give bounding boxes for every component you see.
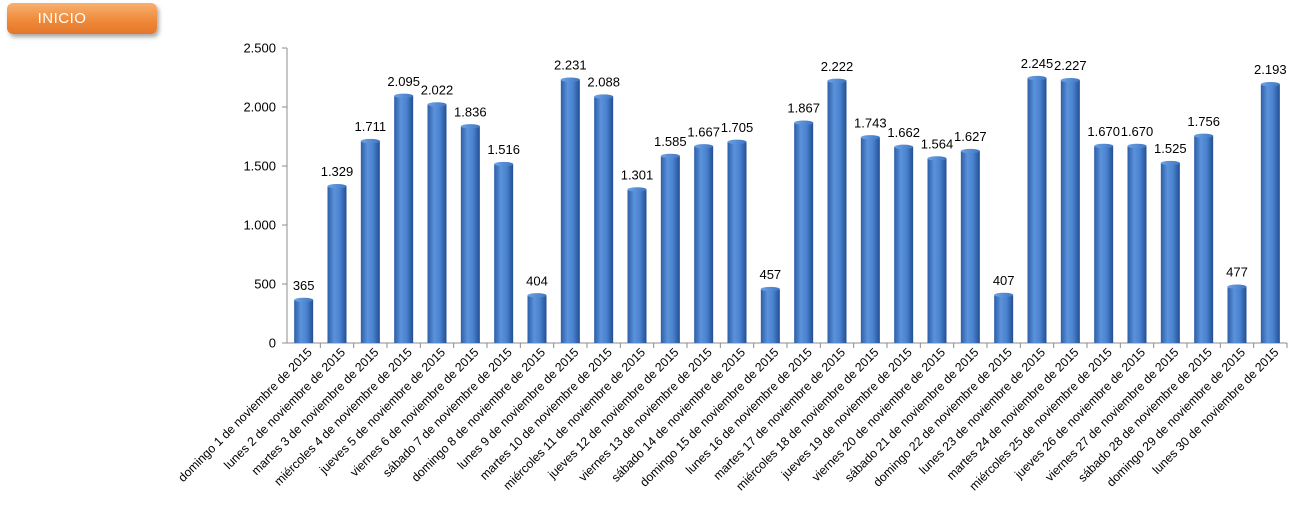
data-label: 1.756 — [1187, 114, 1220, 129]
data-label: 2.193 — [1254, 62, 1287, 77]
bar-top — [1194, 133, 1214, 138]
y-tick-label: 1.000 — [243, 218, 276, 233]
data-label: 1.670 — [1087, 124, 1120, 139]
data-label: 477 — [1226, 265, 1248, 280]
data-label: 2.095 — [387, 74, 420, 89]
bar — [660, 155, 680, 343]
bar-top — [560, 77, 580, 82]
bar — [1127, 145, 1147, 343]
bar — [1227, 286, 1247, 343]
bar-top — [460, 124, 480, 129]
data-label: 2.245 — [1021, 56, 1054, 71]
bar-top — [960, 148, 980, 154]
data-label: 2.231 — [554, 58, 587, 73]
data-label: 1.662 — [887, 125, 920, 140]
data-label: 2.227 — [1054, 58, 1087, 73]
bar — [1260, 84, 1280, 343]
bar — [794, 122, 814, 343]
y-tick-label: 500 — [254, 277, 276, 292]
data-label: 1.667 — [687, 124, 720, 139]
bar-top — [527, 293, 547, 298]
bar-top — [327, 183, 347, 189]
data-label: 1.867 — [787, 101, 820, 116]
data-label: 1.705 — [721, 120, 754, 135]
bar — [1194, 135, 1214, 343]
bar — [560, 79, 580, 343]
bar-top — [1160, 160, 1180, 166]
inicio-button[interactable]: INICIO — [7, 3, 157, 34]
data-label: 1.627 — [954, 129, 987, 144]
bar — [827, 80, 847, 343]
bar — [394, 95, 414, 343]
bar-top — [1127, 143, 1147, 149]
y-tick-label: 1.500 — [243, 159, 276, 174]
bar-top — [494, 161, 514, 167]
data-label: 1.585 — [654, 134, 687, 149]
bar-top — [1027, 75, 1047, 81]
bar-top — [927, 156, 947, 161]
data-label: 2.088 — [587, 75, 620, 90]
bar-top — [427, 102, 447, 107]
bar-top — [994, 292, 1014, 298]
bar-top — [760, 286, 780, 292]
inicio-button-label: INICIO — [37, 10, 87, 27]
data-label: 1.836 — [454, 104, 487, 119]
data-label: 1.525 — [1154, 141, 1187, 156]
bar-top — [894, 144, 914, 150]
bar-top — [727, 139, 747, 145]
data-label: 2.222 — [821, 59, 854, 74]
bar — [760, 289, 780, 343]
bar — [1160, 163, 1180, 343]
bar — [460, 126, 480, 344]
bar — [927, 158, 947, 343]
data-label: 1.743 — [854, 115, 887, 130]
bar-top — [627, 187, 647, 192]
bar-top — [1094, 143, 1114, 149]
data-label: 1.711 — [355, 119, 387, 134]
bar-top — [360, 138, 380, 144]
bar-top — [694, 144, 714, 149]
bar-top — [594, 94, 614, 99]
y-tick-label: 0 — [269, 336, 276, 351]
bar — [627, 189, 647, 343]
bar — [360, 141, 380, 343]
bar — [1060, 80, 1080, 344]
data-label: 1.670 — [1121, 124, 1154, 139]
bar — [1094, 145, 1114, 343]
bar — [1027, 78, 1047, 343]
bar — [860, 137, 880, 343]
bar — [994, 294, 1014, 343]
data-label: 1.516 — [487, 142, 520, 157]
bar — [960, 151, 980, 343]
bar — [727, 141, 747, 343]
bar-top — [294, 297, 314, 303]
y-tick-label: 2.000 — [243, 100, 276, 115]
bar-top — [1227, 284, 1247, 289]
bar-top — [860, 135, 880, 140]
data-label: 1.564 — [921, 136, 954, 151]
bar — [427, 104, 447, 344]
bar — [594, 96, 614, 343]
data-label: 365 — [293, 278, 315, 293]
bar-top — [394, 93, 414, 98]
bar — [494, 164, 514, 343]
data-label: 407 — [993, 273, 1015, 288]
data-label: 2.022 — [421, 82, 454, 97]
data-label: 1.329 — [321, 164, 354, 179]
bar-top — [794, 120, 814, 125]
data-label: 1.301 — [621, 167, 654, 182]
bar-top — [1060, 78, 1080, 83]
data-label: 457 — [759, 267, 781, 282]
bar — [327, 186, 347, 343]
y-tick-label: 2.500 — [243, 41, 276, 56]
bar — [894, 146, 914, 343]
bar — [294, 299, 314, 343]
bar — [694, 146, 714, 343]
bar-top — [1260, 82, 1280, 87]
bar-top — [660, 153, 680, 159]
bar — [527, 295, 547, 343]
data-label: 404 — [526, 273, 548, 288]
bar-top — [827, 78, 847, 84]
